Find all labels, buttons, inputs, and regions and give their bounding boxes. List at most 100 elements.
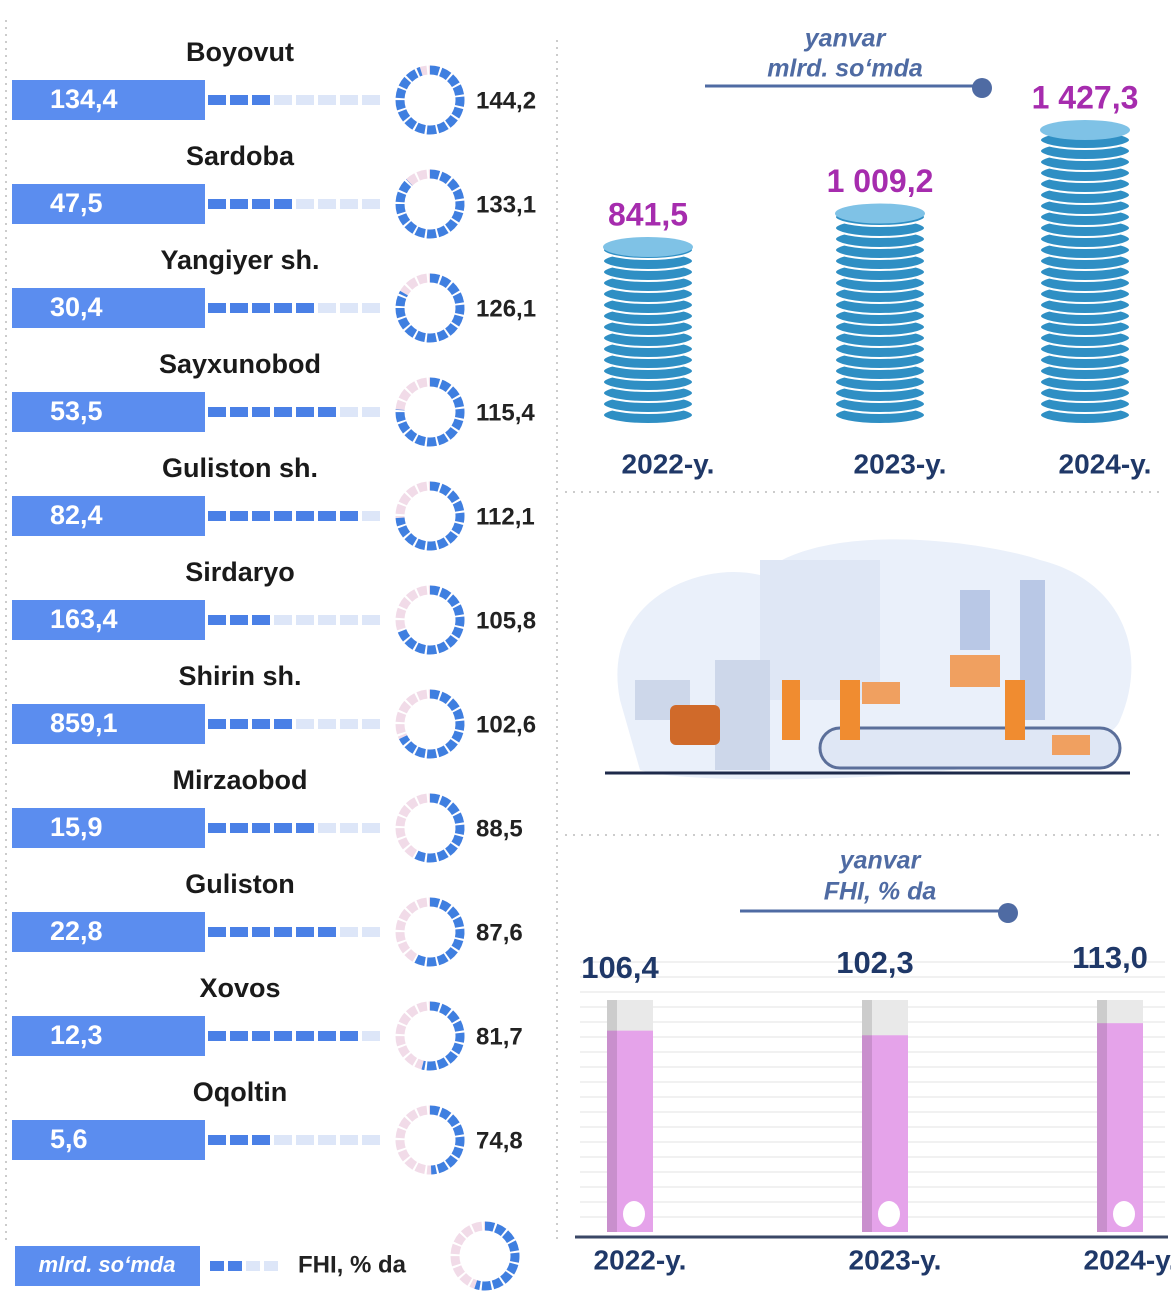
dash [208, 823, 226, 833]
value-label: 15,9 [50, 812, 103, 842]
dash [318, 511, 336, 521]
dash [208, 407, 226, 417]
donut-arc [395, 169, 465, 239]
dash [230, 823, 248, 833]
cylinder-side [1097, 1000, 1107, 1232]
dash [230, 719, 248, 729]
donut-arc [395, 481, 465, 551]
dash [274, 615, 292, 625]
dash [228, 1261, 242, 1271]
dash [340, 615, 358, 625]
legend-label: FHI, % da [298, 1251, 407, 1278]
region-name: Xovos [199, 973, 280, 1003]
dash [296, 927, 314, 937]
dash [252, 1031, 270, 1041]
percent-label: 87,6 [476, 919, 523, 946]
dash [340, 95, 358, 105]
dash [252, 303, 270, 313]
dash [208, 95, 226, 105]
dash [252, 407, 270, 417]
dash [318, 199, 336, 209]
percent-label: 102,6 [476, 711, 536, 738]
value-box [12, 288, 205, 328]
dash [230, 1031, 248, 1041]
donut-arc [421, 1001, 465, 1071]
dash [340, 719, 358, 729]
dash [296, 615, 314, 625]
chart-title: yanvar [803, 25, 887, 53]
cylinder-fill [607, 1030, 653, 1232]
dash [252, 719, 270, 729]
value-box [12, 80, 205, 120]
x-label: 2023-y. [854, 448, 947, 479]
dash [362, 1135, 380, 1145]
value-label: 113,0 [1072, 940, 1148, 975]
dash [208, 719, 226, 729]
dash [252, 927, 270, 937]
x-label: 2024-y. [1059, 448, 1152, 479]
region-name: Yangiyer sh. [160, 245, 319, 275]
dash [208, 615, 226, 625]
dash [362, 615, 380, 625]
x-label: 2023-y. [849, 1244, 942, 1275]
donut-arc [474, 1221, 520, 1291]
x-label: 2022-y. [622, 448, 715, 479]
dash [230, 199, 248, 209]
dash [208, 1135, 226, 1145]
dash [340, 1031, 358, 1041]
dash [318, 615, 336, 625]
dash [230, 615, 248, 625]
percent-label: 105,8 [476, 607, 536, 634]
cylinder-fill [862, 1035, 908, 1232]
legend-box [15, 1246, 200, 1286]
value-label: 22,8 [50, 916, 103, 946]
value-box [12, 600, 205, 640]
donut-arc [395, 377, 465, 447]
percent-label: 112,1 [476, 503, 535, 530]
region-name: Guliston [185, 869, 295, 899]
chart-title: yanvar [838, 847, 922, 875]
dash [362, 95, 380, 105]
value-label: 1 009,2 [827, 163, 934, 199]
dash [318, 1135, 336, 1145]
donut-arc [395, 65, 465, 135]
dash [252, 95, 270, 105]
dash [230, 1135, 248, 1145]
percent-label: 126,1 [476, 295, 536, 322]
value-box [12, 808, 205, 848]
dash [274, 1031, 292, 1041]
legend-label: mlrd. so‘mda [39, 1252, 176, 1277]
dash [296, 95, 314, 105]
dash [274, 719, 292, 729]
percent-label: 133,1 [476, 191, 536, 218]
dash [230, 407, 248, 417]
x-label: 2022-y. [594, 1244, 687, 1275]
coin-top [835, 203, 925, 224]
region-name: Sayxunobod [159, 349, 321, 379]
dash [340, 303, 358, 313]
dash [274, 511, 292, 521]
dash [210, 1261, 224, 1271]
region-name: Sardoba [186, 141, 295, 171]
dash [340, 511, 358, 521]
value-label: 5,6 [50, 1124, 88, 1154]
dash [296, 199, 314, 209]
dash [274, 927, 292, 937]
value-box [12, 496, 205, 536]
donut-arc [397, 585, 465, 655]
donut-arc [399, 689, 465, 759]
region-name: Oqoltin [193, 1077, 287, 1107]
value-label: 106,4 [581, 950, 659, 985]
dash [362, 511, 380, 521]
coin-stack [1039, 120, 1131, 425]
percent-label: 81,7 [476, 1023, 523, 1050]
dash [274, 199, 292, 209]
dash [230, 511, 248, 521]
dash [362, 719, 380, 729]
dash [362, 927, 380, 937]
dash [274, 303, 292, 313]
dash [340, 199, 358, 209]
value-label: 102,3 [836, 945, 914, 980]
dash [230, 927, 248, 937]
